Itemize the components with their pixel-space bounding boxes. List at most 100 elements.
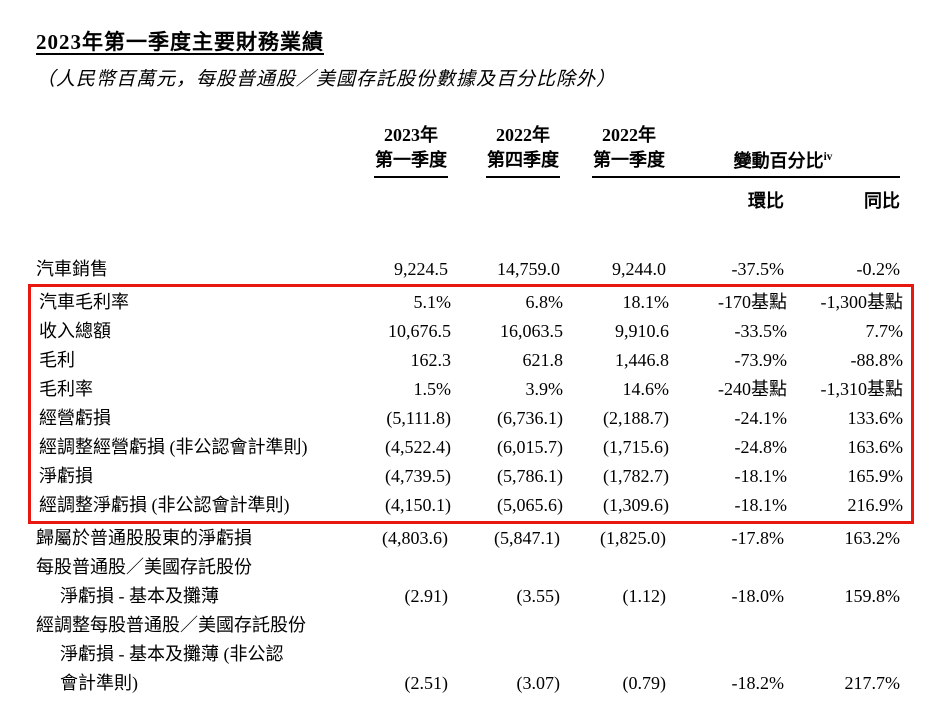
col-header-quarter: 第四季度 (487, 150, 559, 171)
row-value: (4,150.1) (385, 495, 451, 516)
row-value: -18.1% (734, 466, 788, 487)
row-value: 163.2% (844, 528, 901, 549)
row-value (560, 640, 666, 669)
table-body: 汽車銷售 9,224.5 14,759.0 9,244.0 -37.5% -0.… (28, 255, 914, 698)
row-value: 18.1% (622, 292, 670, 313)
row-value: 1.5% (413, 379, 452, 400)
row-value (448, 640, 560, 669)
row-value: -240基點 (718, 379, 787, 400)
row-value: 159.8% (844, 586, 901, 607)
row-value: (1,309.6) (603, 495, 669, 516)
row-value: -33.5% (734, 321, 788, 342)
row-value: (6,015.7) (497, 437, 563, 458)
row-value: 10,676.5 (388, 321, 451, 342)
table-row: 淨虧損 - 基本及攤薄 (2.91) (3.55) (1.12) -18.0% … (36, 582, 906, 611)
page-title: 2023年第一季度主要財務業績 (36, 30, 324, 54)
row-value (448, 553, 560, 582)
row-value: (6,736.1) (497, 408, 563, 429)
row-value: 3.9% (525, 379, 564, 400)
row-value: (5,111.8) (386, 408, 451, 429)
row-label: 每股普通股／美國存託股份 (36, 557, 252, 578)
table-row: 每股普通股／美國存託股份 (36, 553, 906, 582)
row-value: 14.6% (622, 379, 670, 400)
row-value: 9,910.6 (615, 321, 669, 342)
row-label: 毛利 (39, 350, 75, 371)
row-value: (4,739.5) (385, 466, 451, 487)
row-label: 經調整每股普通股／美國存託股份 (36, 615, 306, 636)
row-value (560, 553, 666, 582)
table-row: 經營虧損 (5,111.8) (6,736.1) (2,188.7) -24.1… (36, 404, 906, 433)
row-label: 汽車毛利率 (39, 292, 129, 313)
row-value: -0.2% (856, 259, 901, 280)
row-value (448, 611, 560, 640)
row-value: 1,446.8 (615, 350, 669, 371)
row-value (560, 611, 666, 640)
row-label: 毛利率 (39, 379, 93, 400)
col-header-quarter: 第一季度 (593, 150, 665, 171)
table-subheader-row: 環比 同比 (36, 187, 906, 213)
row-value: (3.55) (516, 586, 561, 607)
row-value: 16,063.5 (500, 321, 563, 342)
row-value: 165.9% (847, 466, 904, 487)
col-header-year: 2023年 (384, 125, 438, 145)
row-value (784, 640, 900, 669)
row-value: (1,782.7) (603, 466, 669, 487)
row-label: 經營虧損 (39, 408, 111, 429)
row-value: 5.1% (413, 292, 452, 313)
col-header-2022-q1: 2022年 第一季度 (560, 123, 666, 179)
row-label: 經調整經營虧損 (非公認會計準則) (39, 437, 308, 458)
table-row: 汽車毛利率 5.1% 6.8% 18.1% -170基點 -1,300基點 (36, 288, 906, 317)
col-header-change-group: 變動百分比iv (666, 147, 900, 179)
row-value (666, 553, 784, 582)
row-value: 163.6% (847, 437, 904, 458)
row-value (784, 553, 900, 582)
row-value: -18.0% (731, 586, 785, 607)
row-value: (4,803.6) (382, 528, 448, 549)
row-value (336, 553, 448, 582)
row-value: (1.12) (622, 586, 667, 607)
row-value: (5,847.1) (494, 528, 560, 549)
row-value: (4,522.4) (385, 437, 451, 458)
page-subtitle: （人民幣百萬元，每股普通股／美國存託股份數據及百分比除外） (36, 69, 617, 90)
row-value: -17.8% (731, 528, 785, 549)
table-row: 收入總額 10,676.5 16,063.5 9,910.6 -33.5% 7.… (36, 317, 906, 346)
table-row: 毛利 162.3 621.8 1,446.8 -73.9% -88.8% (36, 346, 906, 375)
row-value: 9,244.0 (612, 259, 666, 280)
row-value: (1,825.0) (600, 528, 666, 549)
row-label: 經調整淨虧損 (非公認會計準則) (39, 495, 290, 516)
row-value (784, 611, 900, 640)
row-value: 162.3 (410, 350, 452, 371)
col-header-change-label: 變動百分比 (733, 151, 824, 172)
row-label: 會計準則) (60, 673, 138, 694)
row-value: 9,224.5 (394, 259, 448, 280)
row-value: 216.9% (847, 495, 904, 516)
row-value: -24.8% (734, 437, 788, 458)
table-row: 汽車銷售 9,224.5 14,759.0 9,244.0 -37.5% -0.… (36, 255, 906, 284)
rows-before: 汽車銷售 9,224.5 14,759.0 9,244.0 -37.5% -0.… (36, 255, 906, 284)
row-value: 621.8 (522, 350, 564, 371)
row-value: (5,786.1) (497, 466, 563, 487)
row-value: 14,759.0 (497, 259, 560, 280)
footnote-marker: iv (823, 151, 833, 164)
financial-table: 2023年 第一季度 2022年 第四季度 2022年 第一季度 變動百分比iv (28, 123, 914, 698)
row-label: 淨虧損 - 基本及攤薄 (非公認 (60, 644, 284, 665)
table-row: 經調整經營虧損 (非公認會計準則) (4,522.4) (6,015.7) (1… (36, 433, 906, 462)
row-label: 淨虧損 - 基本及攤薄 (60, 586, 219, 607)
row-value: (0.79) (622, 673, 667, 694)
col-header-2022-q4: 2022年 第四季度 (448, 123, 560, 179)
row-value: (2.51) (404, 673, 449, 694)
row-label: 收入總額 (39, 321, 111, 342)
row-value: 133.6% (847, 408, 904, 429)
col-header-2023-q1: 2023年 第一季度 (336, 123, 448, 179)
table-row: 淨虧損 - 基本及攤薄 (非公認 (36, 640, 906, 669)
table-row: 會計準則) (2.51) (3.07) (0.79) -18.2% 217.7% (36, 669, 906, 698)
table-row: 歸屬於普通股股東的淨虧損 (4,803.6) (5,847.1) (1,825.… (36, 524, 906, 553)
row-value: 217.7% (844, 673, 901, 694)
row-value (336, 640, 448, 669)
col-header-year: 2022年 (496, 125, 550, 145)
row-label: 歸屬於普通股股東的淨虧損 (36, 528, 252, 549)
col-header-quarter: 第一季度 (375, 150, 447, 171)
subheader-qoq: 環比 (748, 191, 784, 212)
row-value: 7.7% (865, 321, 904, 342)
